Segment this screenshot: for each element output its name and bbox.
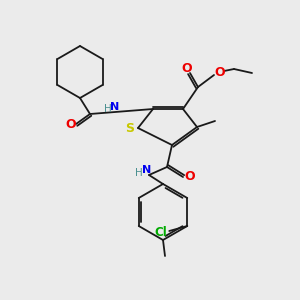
Text: H: H bbox=[135, 168, 143, 178]
Text: H: H bbox=[103, 104, 111, 115]
Text: N: N bbox=[142, 165, 152, 175]
Text: S: S bbox=[125, 122, 134, 134]
Text: O: O bbox=[182, 61, 192, 74]
Text: O: O bbox=[185, 169, 195, 182]
Text: O: O bbox=[215, 65, 225, 79]
Text: Cl: Cl bbox=[155, 226, 168, 238]
Text: N: N bbox=[110, 103, 119, 112]
Text: O: O bbox=[66, 118, 76, 131]
